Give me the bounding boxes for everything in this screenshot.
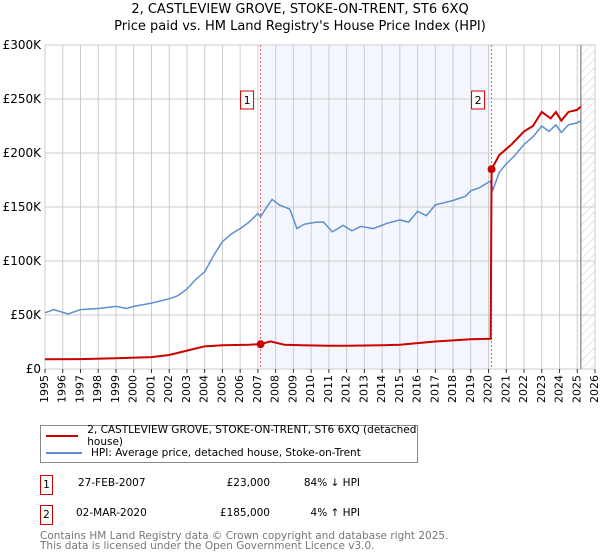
plot-border [44,44,596,370]
legend-label: HPI: Average price, detached house, Stok… [91,447,361,459]
y-tick-label: £200K [3,146,43,160]
y-tick-label: £50K [10,308,42,322]
x-tick-label: 2020 [482,375,495,403]
sale-price: £185,000 [219,507,270,519]
x-tick-label: 1997 [73,375,86,403]
legend: 2, CASTLEVIEW GROVE, STOKE-ON-TRENT, ST6… [40,424,418,463]
annotation-box [240,90,255,110]
x-tick-label: 2019 [464,375,477,403]
x-tick-label: 2015 [393,375,406,403]
sale-hpi: 84% ↓ HPI [303,477,360,489]
sale-date: 02-MAR-2020 [76,507,147,519]
sale-hpi: 4% ↑ HPI [310,507,360,519]
x-tick-label: 2022 [517,375,530,403]
x-tick-label: 2023 [535,375,548,403]
chart-subtitle: Price paid vs. HM Land Registry's House … [114,19,486,34]
x-tick-label: 2014 [375,375,388,403]
x-tick-label: 2003 [180,375,193,403]
sale-badge: 2 [40,505,53,525]
x-tick-label: 1998 [91,375,104,403]
x-tick-label: 2016 [411,375,424,403]
x-tick-label: 2007 [251,375,264,403]
annotation-box [471,90,486,110]
legend-swatch-blue [46,452,82,454]
x-tick-label: 1996 [56,375,69,403]
y-tick-label: £0 [26,362,41,376]
x-tick-label: 1995 [38,375,51,403]
series-line [44,119,582,315]
sale-price: £23,000 [226,477,270,489]
x-tick-label: 2008 [269,375,282,403]
x-tick-label: 2002 [162,375,175,403]
footer: Contains HM Land Registry data © Crown c… [40,530,449,552]
sale-badge: 1 [40,475,53,495]
sale-row: 2 02-MAR-2020 £185,000 4% ↑ HPI [40,505,360,525]
x-tick-label: 2010 [304,375,317,403]
chart-title: 2, CASTLEVIEW GROVE, STOKE-ON-TRENT, ST6… [131,2,469,17]
legend-swatch-red [46,435,79,437]
x-tick-label: 2025 [570,375,583,403]
annotation-label: 2 [475,94,482,107]
x-tick-label: 2024 [553,375,566,403]
x-tick-label: 2006 [233,375,246,403]
x-tick-label: 2018 [446,375,459,403]
x-tick-label: 2000 [127,375,140,403]
x-tick-label: 2009 [286,375,299,403]
sale-point [256,340,265,349]
x-tick-label: 2013 [357,375,370,403]
legend-item-hpi: HPI: Average price, detached house, Stok… [46,445,361,461]
y-tick-label: £150K [3,200,43,214]
x-tick-label: 2021 [499,375,512,403]
sale-point [487,165,496,174]
x-tick-label: 2026 [588,375,600,403]
x-tick-label: 2017 [428,375,441,403]
series-line [44,105,582,361]
sale-date: 27-FEB-2007 [78,477,146,489]
price-chart: 1 2 1995 1996 1997 1998 1999 2000 2001 2002 2003 20… [3,38,600,403]
x-tick-label: 2001 [144,375,157,403]
legend-label: 2, CASTLEVIEW GROVE, STOKE-ON-TRENT, ST6… [87,424,417,448]
y-tick-label: £300K [3,38,43,52]
sale-row: 1 27-FEB-2007 £23,000 84% ↓ HPI [40,475,360,495]
y-tick-label: £100K [3,254,43,268]
annotation-label: 1 [244,94,251,107]
footer-line1: Contains HM Land Registry data © Crown c… [40,530,449,542]
x-tick-label: 2012 [340,375,353,403]
x-tick-label: 2011 [322,375,335,403]
x-tick-label: 2005 [215,375,228,403]
x-tick-label: 1999 [109,375,122,403]
footer-line2: This data is licensed under the Open Gov… [40,540,375,552]
legend-item-property: 2, CASTLEVIEW GROVE, STOKE-ON-TRENT, ST6… [46,424,417,448]
x-tick-label: 2004 [198,375,211,403]
y-tick-label: £250K [3,92,43,106]
